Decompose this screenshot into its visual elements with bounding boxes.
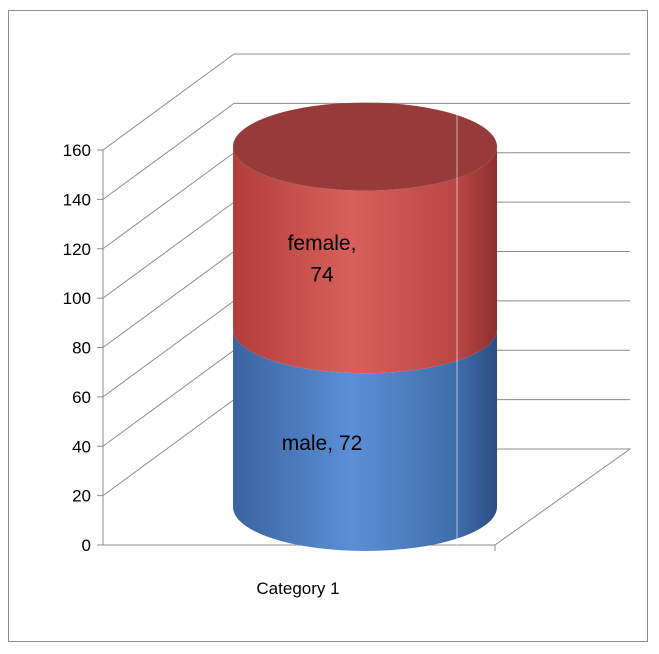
y-tick-label: 20 xyxy=(72,487,91,506)
y-tick-label: 100 xyxy=(63,289,91,308)
x-category-label: Category 1 xyxy=(256,579,339,598)
gridline-diagonal xyxy=(102,201,235,299)
label-layer: male, 72 female, 74 Category 1 xyxy=(256,232,362,598)
y-tick-label: 80 xyxy=(72,339,91,358)
y-tick-label: 140 xyxy=(63,190,91,209)
y-tick-label: 0 xyxy=(82,536,91,555)
gridline-diagonal xyxy=(102,102,235,200)
y-tick-label: 120 xyxy=(63,240,91,259)
gridline-diagonal xyxy=(102,152,235,250)
y-tick-label: 40 xyxy=(72,437,91,456)
bar-top-cap xyxy=(233,102,497,191)
gridline-diagonal xyxy=(102,300,235,398)
bar-male xyxy=(233,329,497,551)
gridline-diagonal xyxy=(102,349,235,447)
y-tick-label: 160 xyxy=(63,141,91,160)
bar-female xyxy=(233,146,497,374)
gridline-diagonal xyxy=(102,399,235,497)
y-tick-label: 60 xyxy=(72,388,91,407)
gridline-diagonal xyxy=(102,251,235,348)
data-label-female: female, 74 xyxy=(288,232,357,287)
data-label-male: male, 72 xyxy=(282,432,363,455)
gridline-diagonal xyxy=(102,53,235,151)
bar-layer xyxy=(233,102,497,551)
